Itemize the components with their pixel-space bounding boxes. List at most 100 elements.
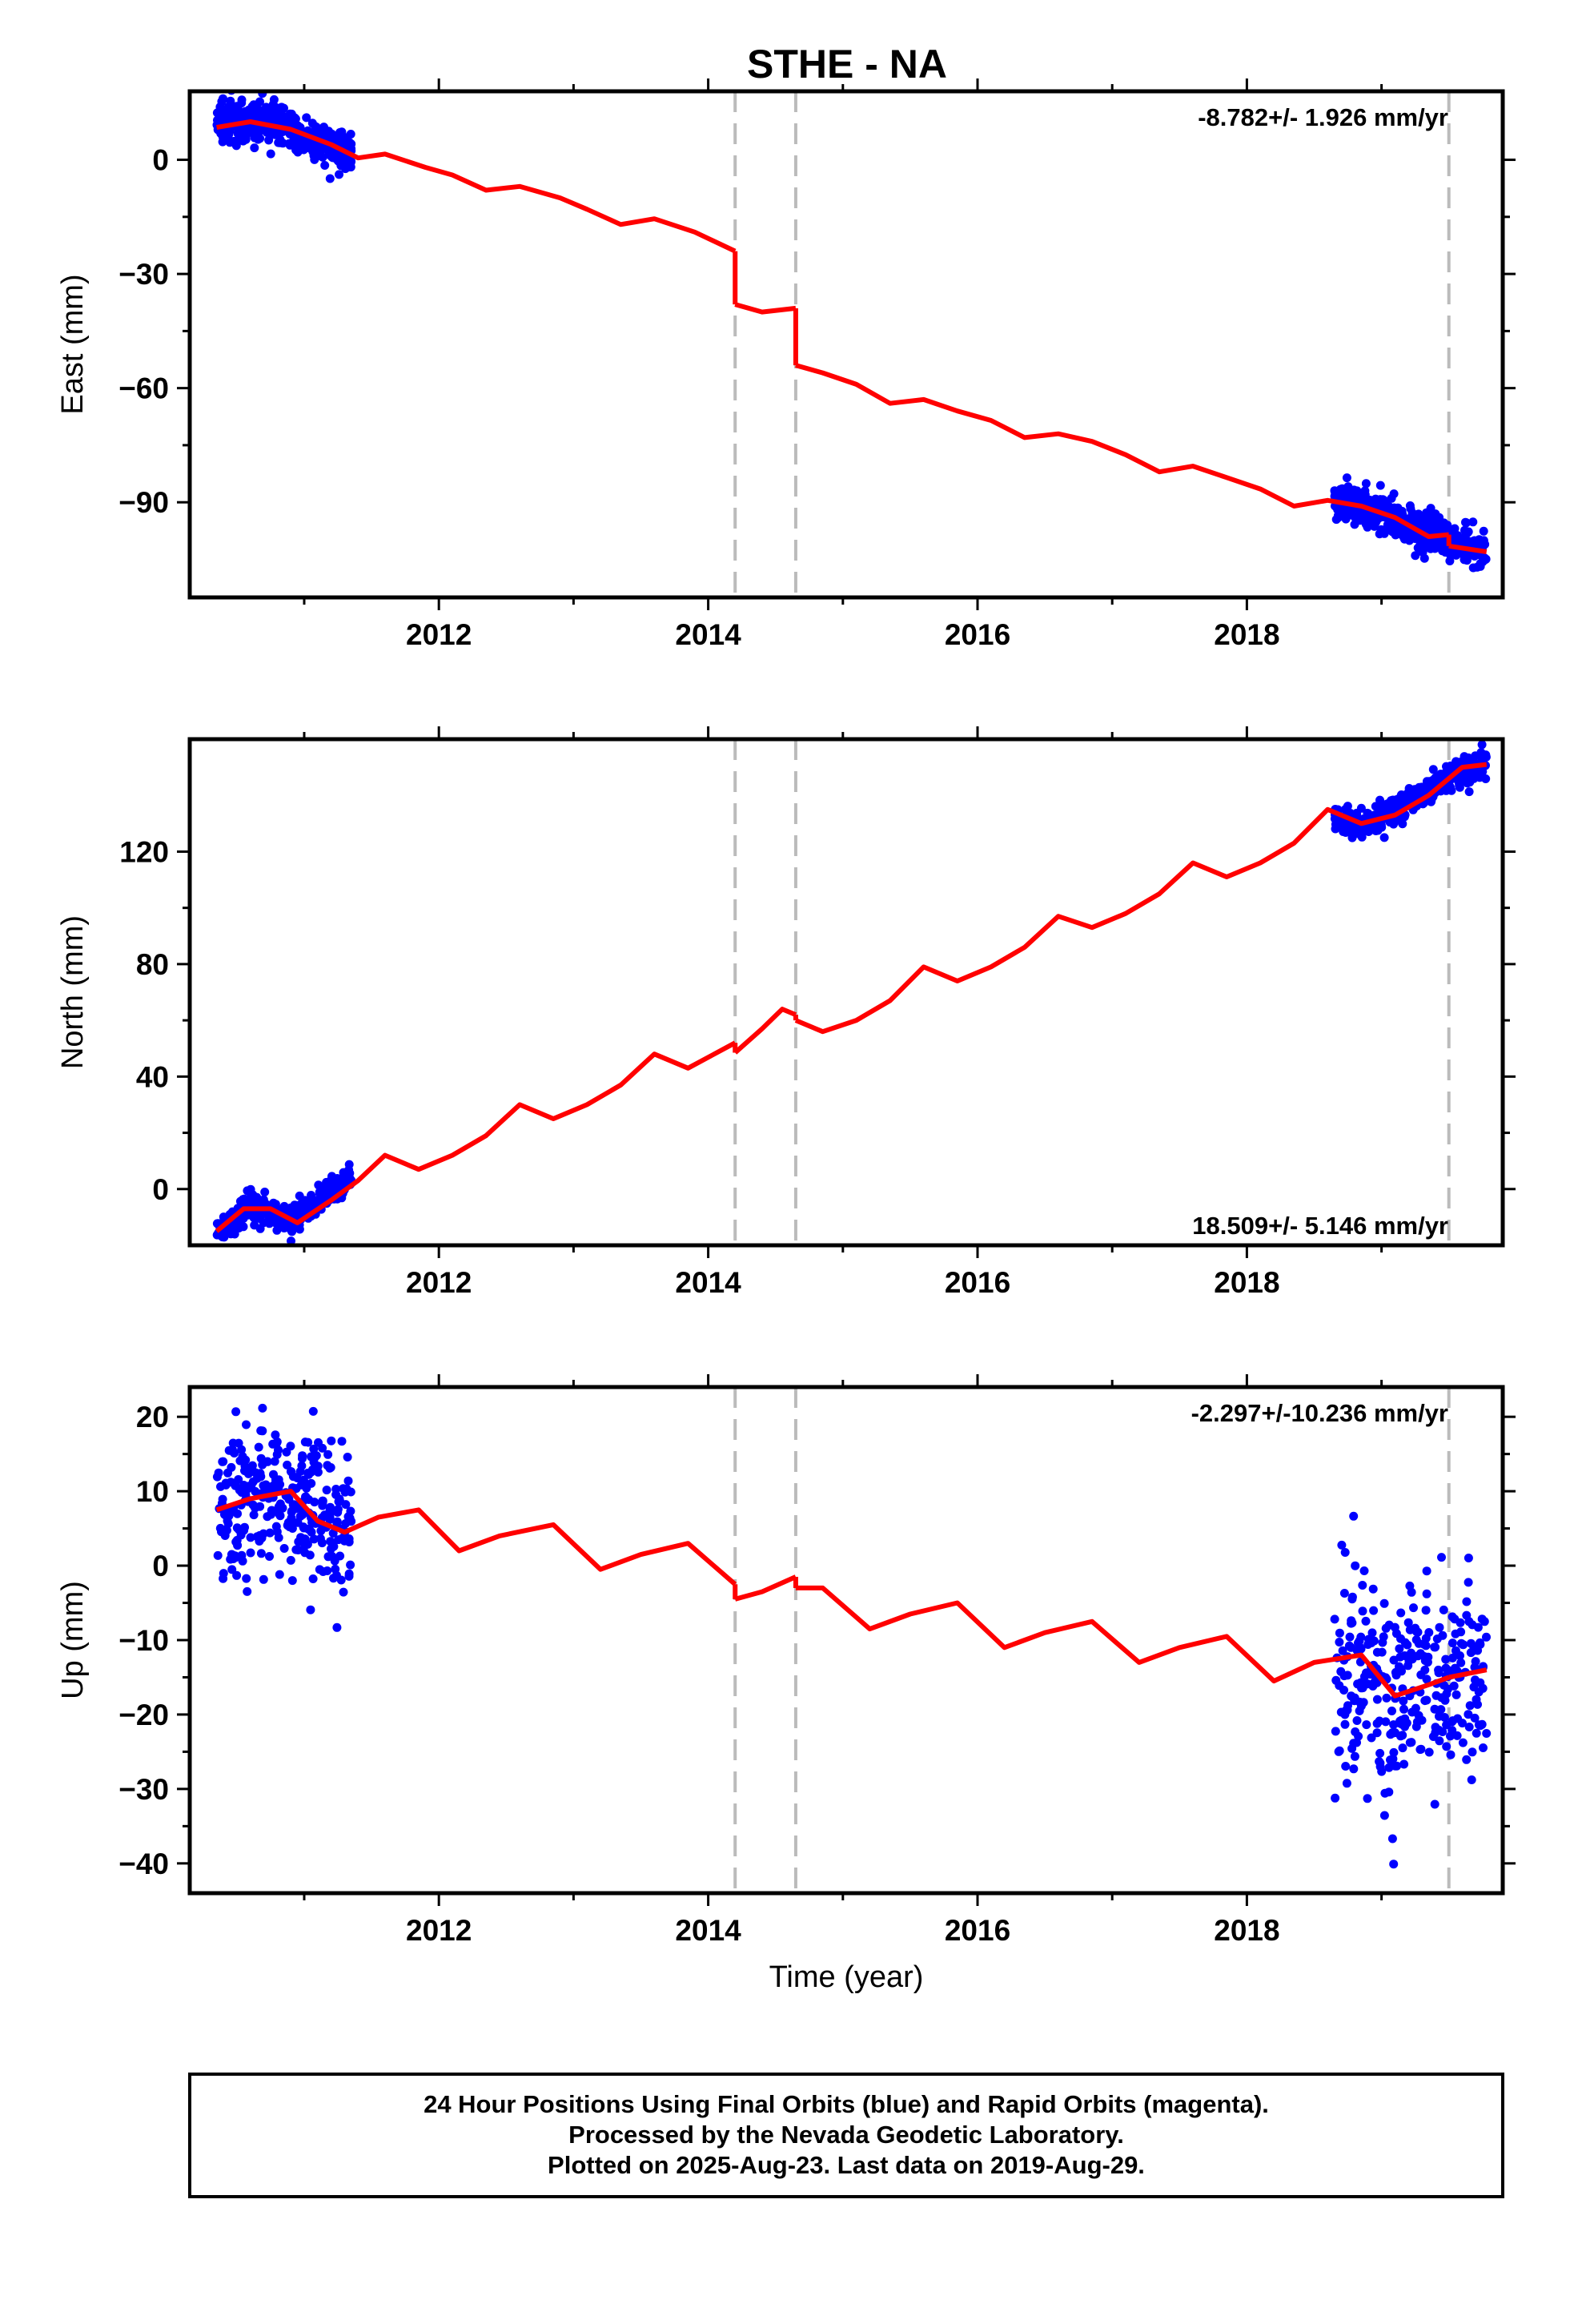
observation-point: [232, 1535, 242, 1545]
observation-point: [1451, 1629, 1460, 1638]
observation-point: [323, 1566, 332, 1575]
observation-point: [1407, 1655, 1417, 1664]
observation-point: [227, 1462, 236, 1472]
observation-point: [1479, 1743, 1488, 1752]
y-tick-label: −60: [118, 372, 169, 405]
figure-title: STHE - NA: [747, 42, 947, 86]
observation-point: [1450, 1663, 1460, 1673]
observation-point: [258, 1403, 267, 1413]
observation-point: [1481, 774, 1491, 783]
observation-point: [315, 1534, 325, 1543]
observation-point: [1412, 1717, 1422, 1727]
observation-point: [232, 1523, 242, 1533]
observation-point: [336, 161, 346, 171]
observation-point: [228, 1447, 238, 1457]
observation-point: [1478, 1683, 1488, 1693]
observation-point: [1464, 1554, 1473, 1562]
footer-line-2: Processed by the Nevada Geodetic Laborat…: [568, 2121, 1124, 2149]
observation-point: [1435, 513, 1444, 522]
footer-box: 24 Hour Positions Using Final Orbits (bl…: [188, 2073, 1504, 2198]
observation-point: [218, 1457, 227, 1466]
observation-point: [1435, 1736, 1444, 1746]
observation-point: [272, 1438, 282, 1448]
observation-point: [1416, 1744, 1426, 1754]
observation-point: [219, 1569, 228, 1578]
x-tick-label: 2012: [406, 1914, 472, 1947]
observation-point: [1375, 1748, 1385, 1758]
observation-point: [255, 1502, 265, 1511]
observation-point: [1360, 490, 1370, 500]
observation-point: [1462, 518, 1471, 528]
observation-point: [319, 129, 329, 139]
observation-point: [1481, 752, 1491, 762]
observation-point: [316, 1526, 326, 1535]
observation-point: [1389, 489, 1399, 499]
observation-point: [215, 1523, 225, 1533]
observation-point: [291, 1504, 301, 1514]
observation-point: [1446, 761, 1456, 770]
observation-point: [325, 174, 335, 183]
observation-point: [1343, 1671, 1352, 1680]
observation-point: [1411, 513, 1420, 522]
observation-point: [225, 103, 235, 113]
observation-point: [299, 1475, 308, 1485]
observation-point: [1424, 1747, 1434, 1757]
observation-point: [1468, 1747, 1477, 1757]
observation-point: [1435, 1622, 1444, 1632]
observation-point: [1478, 557, 1488, 566]
observation-point: [243, 1485, 252, 1494]
observation-point: [343, 1476, 353, 1486]
observation-point: [1392, 529, 1402, 539]
y-tick-label: 10: [136, 1475, 169, 1508]
y-tick-label: 0: [152, 1173, 169, 1206]
y-tick-label: −40: [118, 1848, 169, 1880]
observation-point: [1358, 1581, 1367, 1590]
model-curve-segment-2: [734, 1574, 797, 1602]
observation-point: [1426, 504, 1435, 513]
observation-point: [234, 1224, 243, 1232]
observation-point: [1372, 1728, 1382, 1738]
observation-point: [1351, 1561, 1360, 1570]
observation-point: [305, 1550, 315, 1560]
model-curve-segment-1: [215, 1040, 737, 1233]
observation-point: [1407, 1707, 1417, 1717]
observation-point: [278, 139, 287, 148]
observation-point: [1448, 1716, 1458, 1726]
observation-point: [1470, 1713, 1480, 1723]
observation-point: [307, 1452, 315, 1462]
observation-point: [1460, 550, 1469, 560]
observation-point: [326, 1502, 335, 1512]
observation-point: [332, 1179, 342, 1188]
observation-point: [282, 1447, 291, 1457]
observation-point: [1405, 1625, 1415, 1634]
observation-point: [1362, 1720, 1371, 1730]
observation-point: [1464, 1617, 1474, 1626]
x-tick-label: 2014: [675, 618, 741, 651]
observation-point: [328, 1529, 338, 1538]
observation-point: [1369, 1606, 1379, 1615]
observation-point: [264, 135, 274, 145]
observation-point: [344, 1571, 354, 1581]
observation-point: [1372, 1695, 1382, 1704]
observation-point: [326, 1537, 335, 1546]
observation-point: [1330, 486, 1339, 496]
observation-point: [346, 130, 355, 139]
observation-point: [247, 1461, 257, 1470]
observation-point: [1399, 1696, 1408, 1706]
observation-point: [1336, 1667, 1346, 1676]
observation-point: [1468, 517, 1478, 527]
observation-point: [227, 1565, 237, 1574]
observation-point: [1345, 1632, 1355, 1642]
observation-point: [265, 1528, 275, 1538]
observation-point: [232, 1570, 242, 1580]
observation-point: [1421, 1606, 1431, 1615]
observation-point: [315, 1189, 324, 1199]
observation-point: [1379, 1632, 1388, 1642]
observation-point: [1340, 805, 1350, 814]
observation-point: [1379, 1811, 1389, 1820]
north-panel: 2012 2014 2016 2018 0 40 80 120 North (mm) 18.509…: [56, 726, 1516, 1299]
observation-point: [237, 95, 247, 105]
observation-point: [1350, 513, 1359, 522]
observation-point: [275, 1570, 284, 1579]
observation-point: [246, 1548, 255, 1558]
